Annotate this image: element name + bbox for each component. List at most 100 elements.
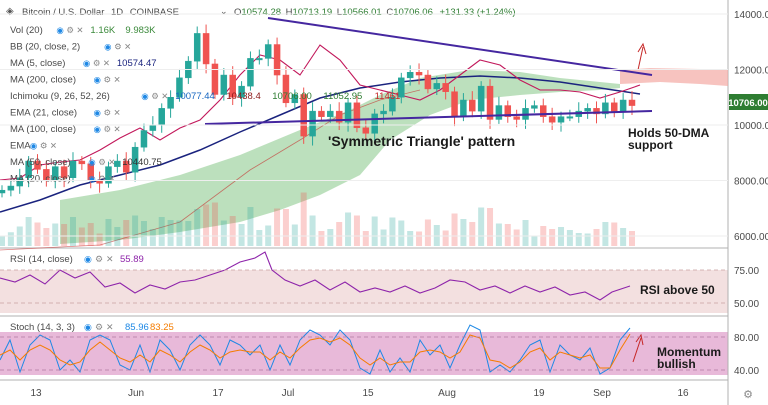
candle-body [344,102,352,123]
volume-bar [140,221,147,246]
indicator-settings-icon[interactable]: ⚙ [151,92,159,102]
volume-bar [87,223,94,246]
indicator-eye-icon[interactable]: ◉ [141,92,148,102]
stoch-close-icon[interactable]: ✕ [106,323,114,333]
close-value: 10706.06 [393,7,433,18]
volume-bar [478,207,485,246]
breakout-arrow [637,42,647,71]
candle-body [25,160,32,178]
rsi-tick-label: 75.00 [734,266,759,277]
volume-bars [0,192,635,246]
indicator-settings-icon[interactable]: ⚙ [98,175,106,185]
ichimoku-cloud-bear [620,68,728,86]
indicator-close-icon[interactable]: ✕ [161,92,168,102]
rsi-close-icon[interactable]: ✕ [106,255,114,265]
indicator-label: MA (20, close) [10,174,71,185]
candle-body [327,110,334,117]
header-dropdown-icon[interactable]: ⌄ [220,6,228,16]
indicator-close-icon[interactable]: ✕ [124,43,131,53]
indicator-close-icon[interactable]: ✕ [76,26,83,36]
candle-body [282,74,290,104]
current-price-tag [729,94,768,110]
volume-bar [611,222,618,246]
exchange-label: COINBASE [130,7,179,18]
chart-settings-icon[interactable]: ⚙ [743,388,753,401]
indicator-settings-icon[interactable]: ⚙ [114,43,122,53]
rsi-line [0,251,631,301]
candle-body [0,189,6,194]
indicator-close-icon[interactable]: ✕ [114,76,121,86]
candle-body [477,85,485,112]
indicator-label: EMA (21, close) [10,108,77,119]
stoch-axis: 80.00 40.00 [0,333,759,377]
volume-bar [105,219,112,246]
indicator-value: 9.983K [125,25,156,36]
stoch-settings-icon[interactable]: ⚙ [95,323,103,333]
volume-bar [158,217,165,246]
indicator-settings-icon[interactable]: ⚙ [104,76,112,86]
volume-bar [291,224,298,246]
volume-bar [318,231,325,246]
candle-body [433,83,441,90]
candle-body [566,116,574,119]
indicator-close-icon[interactable]: ✕ [114,109,121,119]
indicator-close-icon[interactable]: ✕ [108,175,115,185]
indicator-eye-icon[interactable]: ◉ [88,158,95,168]
candle-body [611,102,618,112]
rsi-eye-icon[interactable]: ◉ [84,255,92,265]
indicator-eye-icon[interactable]: ◉ [104,43,111,53]
indicator-eye-icon[interactable]: ◉ [83,59,90,69]
candle-body [318,110,325,117]
volume-bar [43,228,50,246]
candle-body [122,160,130,173]
indicator-close-icon[interactable]: ✕ [103,59,110,69]
candle-body [557,116,565,123]
indicator-settings-icon[interactable]: ⚙ [98,158,106,168]
volume-bar [531,235,538,246]
interval-label: 1D [111,7,123,18]
indicator-value: 10706.00 [272,91,312,102]
current-price-label: 10706.00 [728,98,768,109]
indicator-settings-icon[interactable]: ⚙ [104,109,112,119]
volume-bar [78,227,85,246]
indicator-label: MA (200, close) [10,75,76,86]
indicator-label: BB (20, close, 2) [10,42,80,53]
indicator-settings-icon[interactable]: ⚙ [104,125,112,135]
indicator-settings-icon[interactable]: ⚙ [66,26,74,36]
stoch-band [0,332,728,375]
volume-bar [96,233,103,246]
indicator-settings-icon[interactable]: ⚙ [93,59,101,69]
volume-bar [398,220,405,246]
indicator-eye-icon[interactable]: ◉ [94,125,101,135]
volume-bar [123,220,130,246]
ichimoku-lagging-line [0,89,421,251]
volume-bar [469,222,476,246]
candle-body [220,74,228,95]
indicator-eye-icon[interactable]: ◉ [30,142,37,152]
indicator-label: MA (50, close) [10,157,71,168]
candle-body [424,74,432,90]
indicator-eye-icon[interactable]: ◉ [88,175,95,185]
indicator-eye-icon[interactable]: ◉ [94,76,101,86]
candle-body [309,110,316,137]
volume-bar [620,228,627,246]
volume-bar [504,224,511,246]
indicator-close-icon[interactable]: ✕ [108,158,115,168]
indicator-eye-icon[interactable]: ◉ [94,109,101,119]
candle-body [247,58,254,87]
indicator-close-icon[interactable]: ✕ [50,142,57,152]
high-value: 10713.19 [293,7,333,18]
candle-body [256,58,263,61]
indicator-settings-icon[interactable]: ⚙ [40,142,48,152]
rsi-settings-icon[interactable]: ⚙ [95,255,103,265]
candle-body [229,74,236,98]
candle-body [380,110,387,115]
volume-bar [327,229,334,246]
volume-bar [229,216,236,246]
stoch-eye-icon[interactable]: ◉ [84,323,92,333]
volume-bar [274,208,281,246]
time-tick-label: Sep [593,388,611,399]
candle-body [398,77,405,98]
indicator-close-icon[interactable]: ✕ [114,125,121,135]
indicator-eye-icon[interactable]: ◉ [56,26,63,36]
